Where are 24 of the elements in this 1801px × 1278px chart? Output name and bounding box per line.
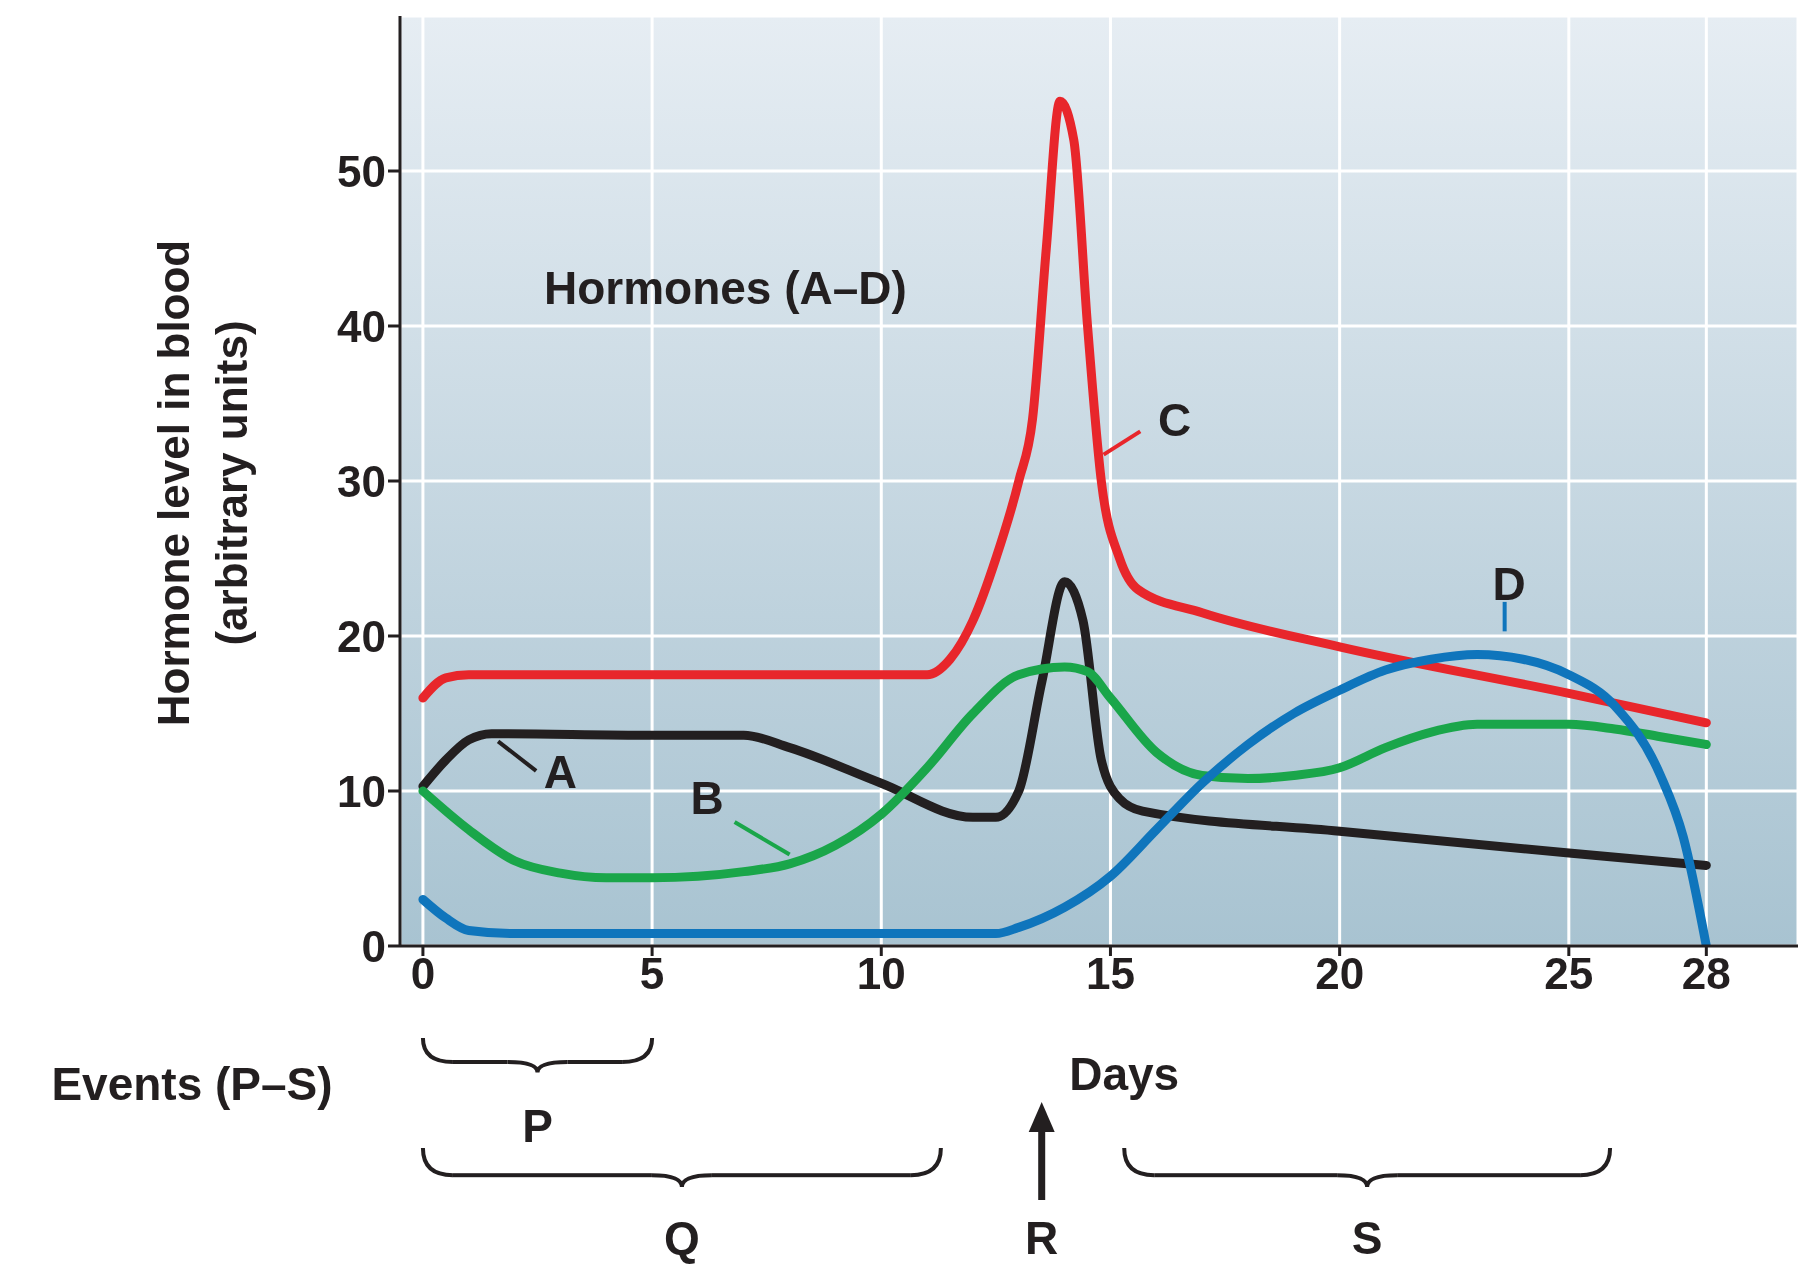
y-tick-label: 30 [337, 456, 386, 506]
text: R [1025, 1212, 1059, 1265]
y-tick-label: 20 [337, 611, 386, 661]
x-tick-label: 5 [639, 949, 665, 999]
series-label: B [690, 772, 724, 825]
x-tick-label: 10 [856, 949, 906, 999]
text: Q [664, 1212, 700, 1265]
annotation: Hormones (A–D) [543, 262, 907, 315]
text: P [522, 1100, 553, 1153]
x-tick-label: 15 [1085, 949, 1135, 999]
text: Events (P–S) [51, 1058, 333, 1111]
y-tick-label: 40 [337, 301, 386, 351]
x-tick-label: 0 [410, 949, 436, 999]
legend-label: A [543, 745, 578, 798]
series-label: D [1492, 558, 1526, 611]
text: S [1351, 1212, 1383, 1265]
y-tick-label: 50 [337, 146, 386, 196]
y-axis-title: Hormone level in blood (arbitrary units) [148, 238, 257, 729]
x-tick-label: 28 [1681, 949, 1731, 999]
x-axis-title: Days [1069, 1048, 1180, 1101]
y-tick-label: 10 [337, 766, 386, 816]
x-tick-label: 25 [1544, 949, 1594, 999]
legend-label: C [1158, 393, 1192, 446]
x-tick-label: 20 [1315, 949, 1365, 999]
